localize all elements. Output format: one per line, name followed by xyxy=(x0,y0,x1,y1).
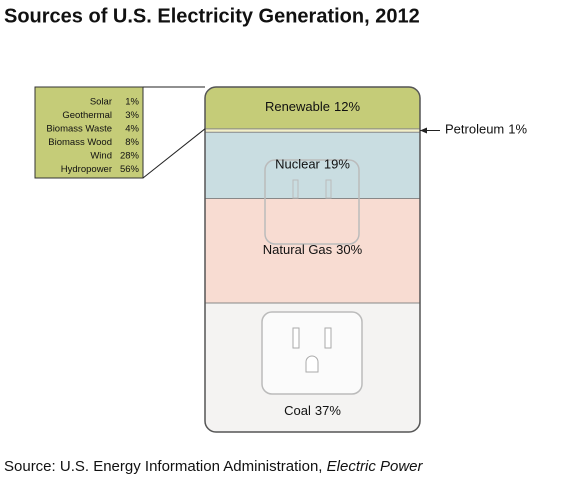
outlet-upper xyxy=(264,159,360,245)
segment xyxy=(205,132,420,199)
segment-label: Renewable 12% xyxy=(265,99,361,114)
plate xyxy=(205,87,420,432)
value-label: 37% xyxy=(315,403,341,418)
breakdown-category: Solar xyxy=(90,96,112,107)
value-label: 12% xyxy=(334,99,360,114)
value-label: 30% xyxy=(336,242,362,257)
value-label: 1% xyxy=(508,122,527,137)
breakdown-value: 28% xyxy=(120,150,140,161)
outlet-slot xyxy=(324,327,332,349)
segment-label: Natural Gas 30% xyxy=(263,242,363,257)
segment-label: Nuclear 19% xyxy=(275,157,350,172)
breakdown-category: Biomass Wood xyxy=(48,137,112,148)
chart-title: Sources of U.S. Electricity Generation, … xyxy=(4,5,420,27)
category: Coal xyxy=(284,403,311,418)
segment-label: Petroleum 1% xyxy=(445,122,527,137)
connector xyxy=(142,128,206,179)
breakdown-value: 1% xyxy=(125,96,139,107)
breakdown-category: Geothermal xyxy=(62,110,112,121)
source-italic: Electric Power xyxy=(327,458,424,475)
outlets xyxy=(261,159,363,395)
arrowhead xyxy=(420,127,427,134)
category: Petroleum xyxy=(445,122,504,137)
segment xyxy=(205,198,420,304)
breakdown-value: 4% xyxy=(125,123,139,134)
breakdown-category: Biomass Waste xyxy=(46,123,112,134)
segment-label: Coal 37% xyxy=(284,403,341,418)
segment xyxy=(205,128,420,133)
source-text: Source: U.S. Energy Information Administ… xyxy=(4,458,322,475)
breakdown-category: Hydropower xyxy=(61,164,112,175)
plate-border xyxy=(204,86,421,433)
breakdown-value: 8% xyxy=(125,137,139,148)
source: Source: U.S. Energy Information Administ… xyxy=(4,458,424,475)
breakdown-value: 56% xyxy=(120,164,140,175)
category: Nuclear xyxy=(275,157,320,172)
breakdown-value: 3% xyxy=(125,110,139,121)
value-label: 19% xyxy=(324,157,350,172)
outlet-slot xyxy=(292,179,299,199)
outlet-lower xyxy=(261,311,363,395)
breakdown-category: Wind xyxy=(90,150,112,161)
segment xyxy=(205,87,420,129)
outlet-slot xyxy=(325,179,332,199)
outlet-slot xyxy=(292,327,300,349)
category: Renewable xyxy=(265,99,330,114)
outlet-ground xyxy=(305,355,319,373)
category: Natural Gas xyxy=(263,242,333,257)
breakdown-box xyxy=(34,86,144,179)
